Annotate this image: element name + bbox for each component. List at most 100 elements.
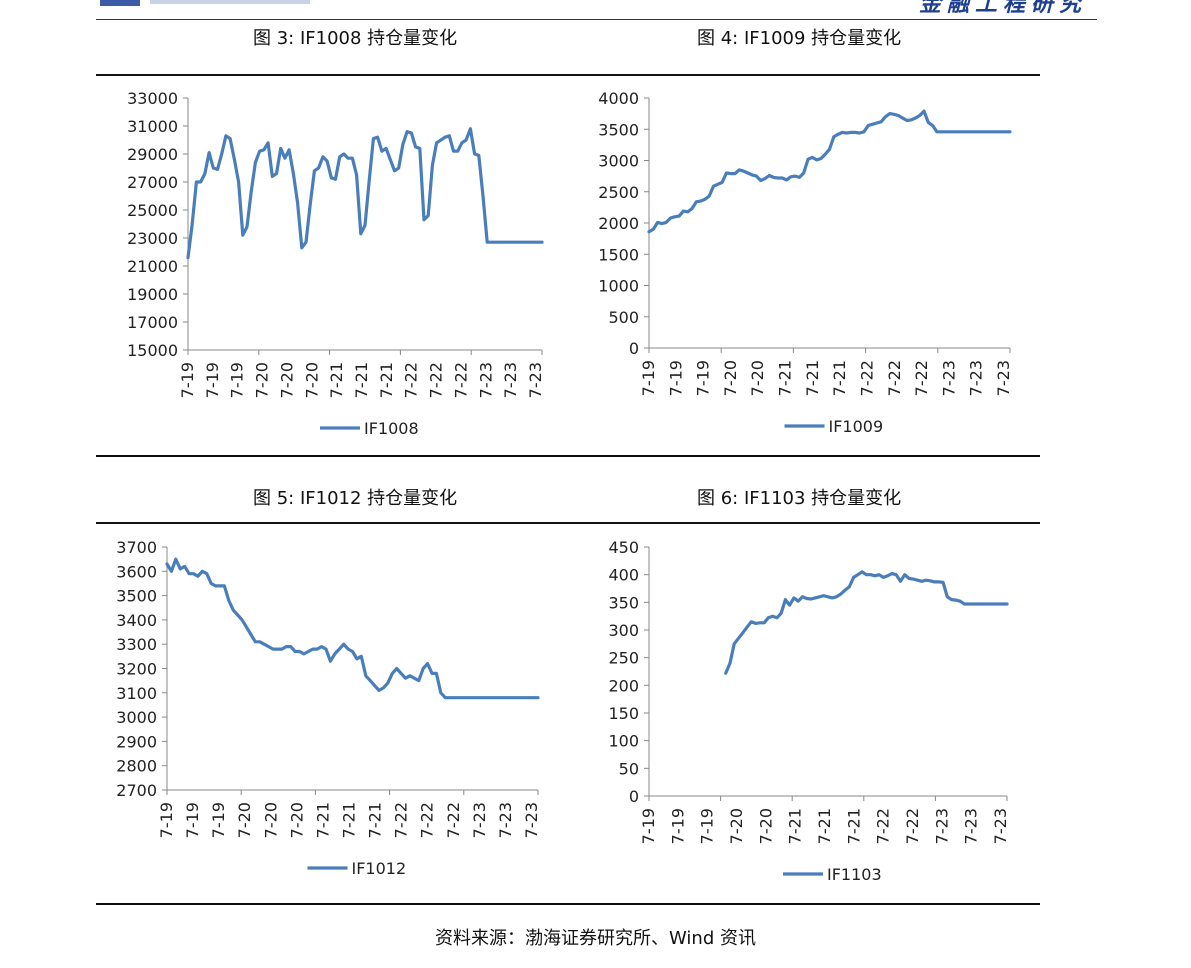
y-tick-label: 21000 bbox=[127, 257, 178, 276]
x-tick-label: 7-23 bbox=[932, 808, 951, 844]
y-tick-label: 19000 bbox=[127, 285, 178, 304]
legend-label: IF1103 bbox=[827, 865, 882, 884]
y-tick-label: 3300 bbox=[116, 635, 157, 654]
y-tick-label: 1000 bbox=[598, 277, 639, 296]
y-tick-label: 3100 bbox=[116, 684, 157, 703]
y-tick-label: 100 bbox=[608, 732, 639, 751]
x-tick-label: 7-21 bbox=[830, 360, 849, 396]
legend-label: IF1008 bbox=[364, 419, 419, 438]
x-tick-label: 7-19 bbox=[694, 360, 713, 396]
y-tick-label: 0 bbox=[629, 339, 639, 358]
x-tick-label: 7-21 bbox=[377, 362, 396, 398]
x-tick-label: 7-19 bbox=[228, 362, 247, 398]
x-tick-label: 7-22 bbox=[874, 808, 893, 844]
y-tick-label: 3700 bbox=[116, 538, 157, 557]
y-tick-label: 2800 bbox=[116, 757, 157, 776]
x-tick-label: 7-20 bbox=[235, 802, 254, 838]
x-tick-label: 7-21 bbox=[313, 802, 332, 838]
top-rule bbox=[96, 74, 1040, 76]
x-tick-label: 7-21 bbox=[340, 802, 359, 838]
x-tick-label: 7-22 bbox=[857, 360, 876, 396]
x-tick-label: 7-19 bbox=[639, 360, 658, 396]
x-tick-label: 7-23 bbox=[526, 362, 545, 398]
x-tick-label: 7-22 bbox=[392, 802, 411, 838]
y-tick-label: 50 bbox=[619, 759, 639, 778]
x-tick-label: 7-23 bbox=[496, 802, 515, 838]
x-tick-label: 7-22 bbox=[885, 360, 904, 396]
y-tick-label: 2500 bbox=[598, 183, 639, 202]
x-tick-label: 7-23 bbox=[967, 360, 986, 396]
y-tick-label: 0 bbox=[629, 787, 639, 806]
legend-label: IF1012 bbox=[352, 859, 407, 878]
y-tick-label: 1500 bbox=[598, 245, 639, 264]
x-tick-label: 7-22 bbox=[444, 802, 463, 838]
x-tick-label: 7-23 bbox=[501, 362, 520, 398]
y-tick-label: 150 bbox=[608, 704, 639, 723]
figure-6-title: 图 6: IF1103 持仓量变化 bbox=[697, 488, 902, 509]
y-tick-label: 15000 bbox=[127, 341, 178, 360]
x-tick-label: 7-20 bbox=[748, 360, 767, 396]
x-tick-label: 7-21 bbox=[844, 808, 863, 844]
series-line-if1008 bbox=[186, 127, 544, 260]
y-tick-label: 23000 bbox=[127, 229, 178, 248]
y-tick-label: 2900 bbox=[116, 732, 157, 751]
x-tick-label: 7-20 bbox=[302, 362, 321, 398]
x-tick-label: 7-21 bbox=[815, 808, 834, 844]
figure-5-title: 图 5: IF1012 持仓量变化 bbox=[253, 488, 458, 509]
y-tick-label: 17000 bbox=[127, 313, 178, 332]
y-tick-label: 33000 bbox=[127, 89, 178, 108]
y-tick-label: 300 bbox=[608, 621, 639, 640]
x-tick-label: 7-21 bbox=[366, 802, 385, 838]
x-tick-label: 7-23 bbox=[939, 360, 958, 396]
x-tick-label: 7-21 bbox=[352, 362, 371, 398]
middle-rule-lower bbox=[96, 522, 1040, 524]
x-tick-label: 7-22 bbox=[418, 802, 437, 838]
y-tick-label: 500 bbox=[608, 308, 639, 327]
company-logo bbox=[100, 0, 310, 6]
y-tick-label: 3200 bbox=[116, 660, 157, 679]
x-tick-label: 7-20 bbox=[253, 362, 272, 398]
x-tick-label: 7-21 bbox=[803, 360, 822, 396]
y-tick-label: 450 bbox=[608, 538, 639, 557]
x-tick-label: 7-20 bbox=[261, 802, 280, 838]
x-tick-label: 7-23 bbox=[994, 360, 1013, 396]
bottom-rule bbox=[96, 903, 1040, 905]
x-tick-label: 7-22 bbox=[402, 362, 421, 398]
figure-4-title: 图 4: IF1009 持仓量变化 bbox=[697, 28, 902, 49]
y-tick-label: 3500 bbox=[598, 120, 639, 139]
y-tick-label: 3400 bbox=[116, 611, 157, 630]
y-tick-label: 2700 bbox=[116, 781, 157, 800]
x-tick-label: 7-22 bbox=[903, 808, 922, 844]
x-tick-label: 7-23 bbox=[991, 808, 1010, 844]
x-tick-label: 7-21 bbox=[776, 360, 795, 396]
chart-if1012: 3700 3600 3500 3400 3300 3200 3100 3000 2900 2800… bbox=[116, 538, 541, 878]
figure-3-title: 图 3: IF1008 持仓量变化 bbox=[253, 28, 458, 49]
x-tick-label: 7-20 bbox=[756, 808, 775, 844]
x-tick-label: 7-20 bbox=[727, 808, 746, 844]
series-line-if1009 bbox=[647, 109, 1012, 234]
x-tick-label: 7-20 bbox=[721, 360, 740, 396]
y-tick-label: 3500 bbox=[116, 587, 157, 606]
y-tick-label: 31000 bbox=[127, 117, 178, 136]
series-line-if1103 bbox=[724, 570, 1009, 675]
x-tick-label: 7-19 bbox=[183, 802, 202, 838]
header-brand: 金融工程研究 bbox=[918, 0, 1087, 17]
y-tick-label: 400 bbox=[608, 566, 639, 585]
x-tick-label: 7-19 bbox=[698, 808, 717, 844]
x-tick-label: 7-23 bbox=[476, 362, 495, 398]
x-tick-label: 7-21 bbox=[327, 362, 346, 398]
y-tick-label: 3000 bbox=[116, 708, 157, 727]
y-tick-label: 4000 bbox=[598, 89, 639, 108]
y-tick-label: 2000 bbox=[598, 214, 639, 233]
y-tick-label: 27000 bbox=[127, 173, 178, 192]
y-tick-label: 200 bbox=[608, 676, 639, 695]
x-tick-label: 7-23 bbox=[962, 808, 981, 844]
middle-rule-upper bbox=[96, 455, 1040, 457]
x-tick-label: 7-19 bbox=[668, 808, 687, 844]
x-tick-label: 7-22 bbox=[451, 362, 470, 398]
y-tick-label: 250 bbox=[608, 649, 639, 668]
legend-label: IF1009 bbox=[829, 417, 884, 436]
x-tick-label: 7-19 bbox=[639, 808, 658, 844]
source-note: 资料来源：渤海证券研究所、Wind 资讯 bbox=[435, 928, 756, 949]
